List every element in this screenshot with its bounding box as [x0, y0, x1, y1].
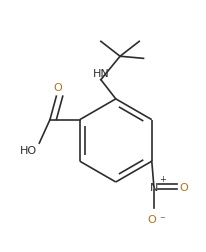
Text: ⁻: ⁻ [159, 215, 165, 225]
Text: O: O [179, 182, 188, 192]
Text: O: O [53, 83, 62, 93]
Text: O: O [147, 214, 156, 224]
Text: +: + [159, 174, 166, 183]
Text: HO: HO [20, 146, 37, 155]
Text: N: N [150, 182, 158, 192]
Text: HN: HN [92, 68, 109, 78]
